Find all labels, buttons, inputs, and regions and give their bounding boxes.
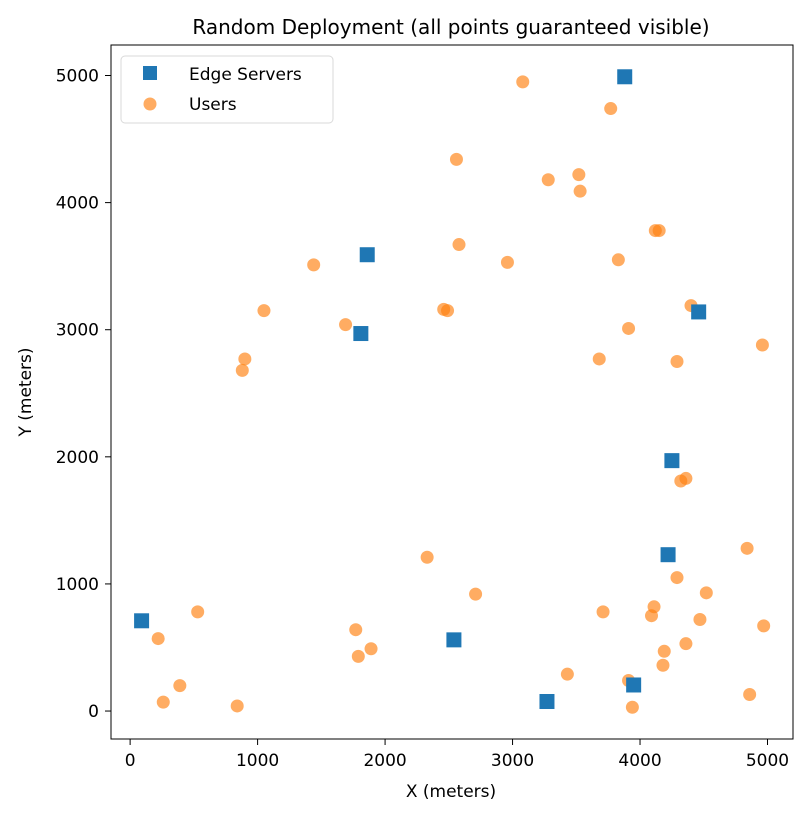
user-point (573, 184, 587, 198)
user-point (657, 644, 671, 658)
user-point (604, 102, 618, 116)
chart-title: Random Deployment (all points guaranteed… (192, 15, 709, 39)
user-point (541, 173, 555, 187)
edge-server-point (539, 694, 555, 710)
user-point (656, 658, 670, 672)
user-point (173, 679, 187, 693)
edge-server-point (359, 247, 375, 263)
user-point (699, 586, 713, 600)
edge-server-point (134, 613, 150, 629)
user-point (670, 354, 684, 368)
edge-server-point (626, 677, 642, 693)
user-point (757, 619, 771, 633)
edge-server-point (617, 69, 633, 85)
user-point (679, 471, 693, 485)
edge-server-point (691, 304, 707, 320)
y-tick-label: 2000 (56, 448, 99, 468)
user-point (652, 224, 666, 238)
plot-frame (110, 44, 794, 740)
edge-server-point (660, 547, 676, 563)
legend-label-users: Users (189, 95, 237, 115)
user-point (230, 699, 244, 713)
user-point (307, 258, 321, 272)
user-point (670, 571, 684, 585)
user-point (516, 75, 530, 89)
x-tick-label: 4000 (618, 751, 661, 771)
user-point (693, 613, 707, 627)
legend-square-marker (143, 66, 157, 80)
edge-server-point (664, 453, 680, 469)
legend-box (120, 55, 334, 124)
user-point (592, 352, 606, 366)
legend-circle-marker (143, 97, 157, 111)
user-point (235, 363, 249, 377)
x-tick-label: 3000 (491, 751, 534, 771)
y-axis-label: Y (meters) (16, 347, 36, 437)
y-tick-label: 4000 (56, 194, 99, 214)
y-tick-label: 1000 (56, 575, 99, 595)
edge-server-point (446, 632, 462, 648)
data-points-layer (134, 69, 771, 714)
user-point (238, 352, 252, 366)
user-point (572, 168, 586, 182)
user-point (156, 695, 170, 709)
user-point (625, 700, 639, 714)
x-tick-label: 2000 (363, 751, 406, 771)
user-point (351, 649, 365, 663)
user-point (743, 688, 757, 702)
y-axis: 0 1000 2000 3000 4000 5000 (56, 67, 111, 722)
legend: Edge Servers Users (120, 55, 334, 124)
user-point (560, 667, 574, 681)
user-point (500, 255, 514, 269)
user-point (349, 623, 363, 637)
user-point (596, 605, 610, 619)
legend-label-edge-servers: Edge Servers (189, 65, 302, 85)
user-point (645, 609, 659, 623)
x-tick-label: 0 (125, 751, 136, 771)
user-point (257, 304, 271, 318)
y-tick-label: 0 (88, 702, 99, 722)
user-point (740, 541, 754, 555)
x-axis: 0 1000 2000 3000 4000 5000 (125, 739, 789, 771)
user-point (611, 253, 625, 267)
y-tick-label: 3000 (56, 321, 99, 341)
user-point (191, 605, 205, 619)
user-point (441, 304, 455, 318)
user-point (151, 632, 165, 646)
user-point (449, 152, 463, 166)
user-point (420, 550, 434, 564)
x-tick-label: 5000 (746, 751, 789, 771)
y-tick-label: 5000 (56, 67, 99, 87)
user-point (364, 642, 378, 656)
user-point (679, 637, 693, 651)
user-point (339, 318, 353, 332)
x-tick-label: 1000 (236, 751, 279, 771)
user-point (622, 321, 636, 335)
user-point (469, 587, 483, 601)
user-point (452, 238, 466, 252)
edge-server-point (353, 326, 369, 342)
user-point (755, 338, 769, 352)
x-axis-label: X (meters) (406, 782, 496, 802)
